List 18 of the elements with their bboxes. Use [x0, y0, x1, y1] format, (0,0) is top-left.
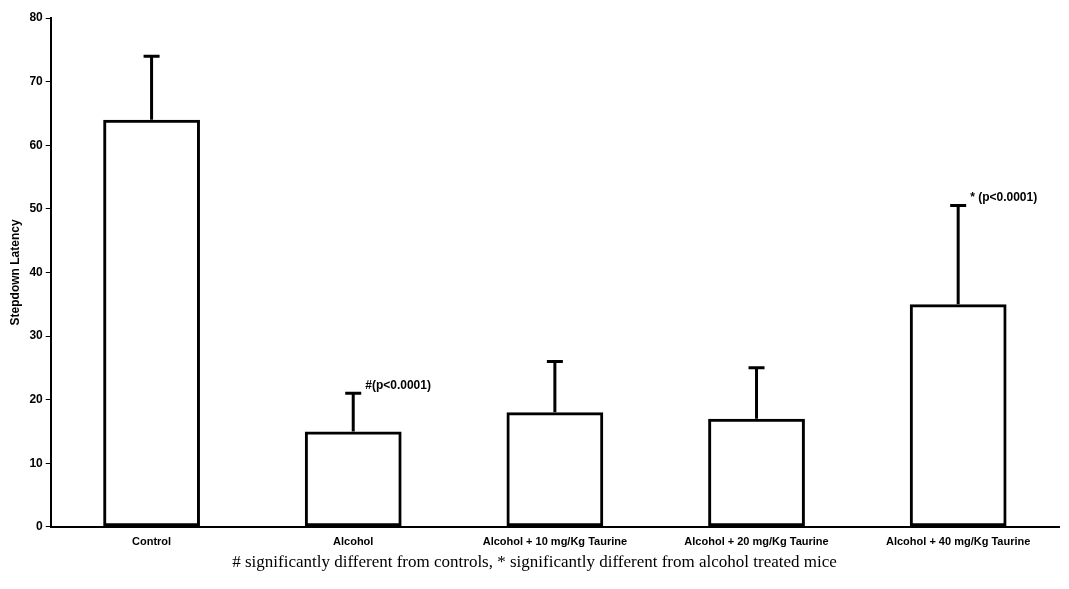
y-axis-title: Stepdown Latency: [7, 219, 22, 326]
y-tick-label: 0: [36, 519, 44, 534]
x-tick-label: Alcohol + 20 mg/Kg Taurine: [684, 535, 829, 548]
y-tick-label: 50: [29, 201, 44, 216]
x-tick-label: Alcohol + 40 mg/Kg Taurine: [886, 535, 1031, 548]
y-tick-label: 70: [29, 73, 44, 88]
y-tick-label: 60: [29, 137, 44, 152]
annotation: #(p<0.0001): [365, 377, 431, 392]
x-tick-label: Alcohol: [333, 535, 374, 548]
y-tick-label: 80: [29, 10, 44, 25]
y-tick-label: 40: [29, 264, 44, 279]
x-tick-label: Alcohol + 10 mg/Kg Taurine: [482, 535, 628, 548]
text: # significantly different from controls, * significantly different from alcohol treated mice: [231, 552, 838, 572]
y-tick-label: 20: [29, 391, 44, 406]
y-tick-label: 30: [29, 328, 44, 343]
annotation: * (p<0.0001): [970, 189, 1038, 204]
x-tick-label: Control: [132, 535, 172, 548]
y-tick-label: 10: [29, 455, 44, 470]
